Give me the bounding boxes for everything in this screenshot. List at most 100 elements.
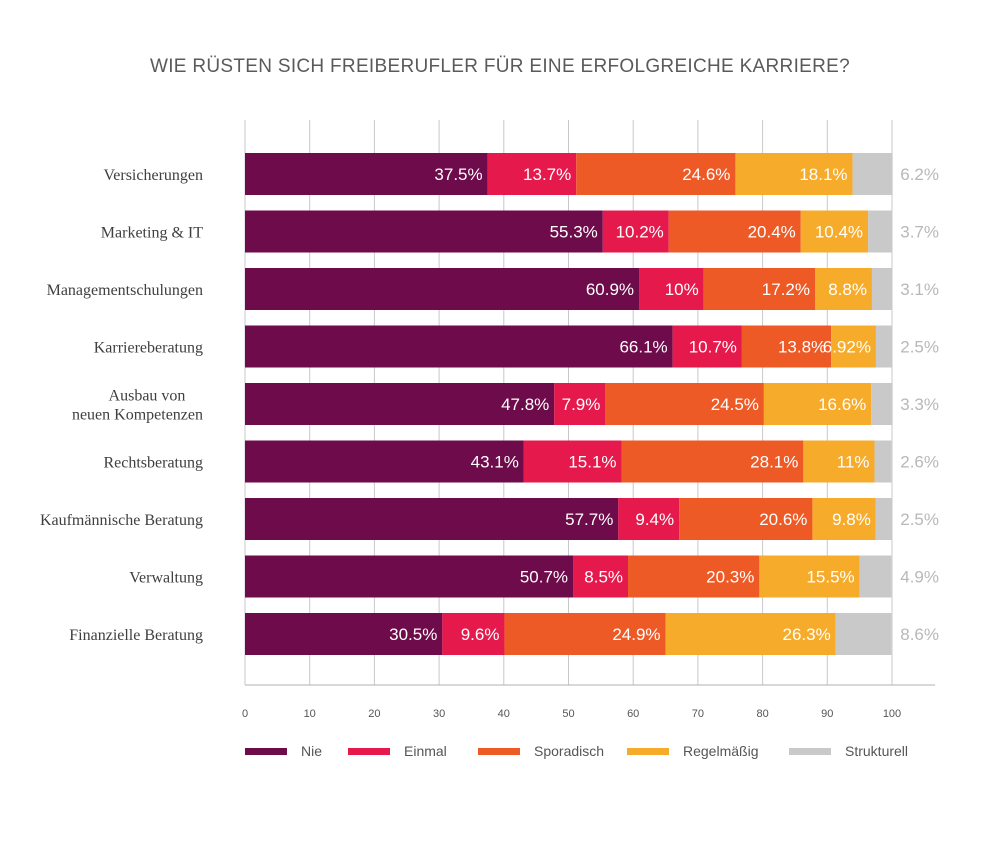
data-label: 9.8% bbox=[832, 510, 871, 529]
data-label: 3.3% bbox=[900, 395, 939, 414]
bar-segment bbox=[875, 498, 892, 540]
legend-label: Strukturell bbox=[845, 743, 908, 759]
data-label: 8.5% bbox=[584, 568, 623, 587]
bar-segment bbox=[703, 268, 816, 310]
x-tick-label: 40 bbox=[498, 708, 510, 720]
data-label: 66.1% bbox=[619, 338, 667, 357]
chart-title: WIE RÜSTEN SICH FREIBERUFLER FÜR EINE ER… bbox=[150, 56, 850, 77]
data-label: 13.8% bbox=[778, 338, 826, 357]
x-tick-label: 30 bbox=[433, 708, 445, 720]
legend-swatch bbox=[245, 748, 287, 755]
bar-segment bbox=[605, 383, 764, 425]
data-label: 3.1% bbox=[900, 280, 939, 299]
bar-segment bbox=[573, 555, 629, 598]
data-label: 43.1% bbox=[471, 453, 519, 472]
data-label: 10.7% bbox=[689, 338, 737, 357]
data-label: 10.4% bbox=[815, 223, 863, 242]
bar-segment bbox=[504, 613, 666, 655]
bar-segment bbox=[245, 498, 619, 540]
bar-segment bbox=[874, 440, 892, 483]
x-tick-label: 10 bbox=[304, 708, 316, 720]
data-label: 2.6% bbox=[900, 453, 939, 472]
data-label: 17.2% bbox=[762, 280, 810, 299]
data-label: 9.6% bbox=[461, 625, 500, 644]
bar-segment bbox=[871, 268, 892, 310]
data-label: 15.5% bbox=[806, 568, 854, 587]
bar-segment bbox=[665, 613, 836, 655]
bar-segment bbox=[852, 153, 893, 195]
bar-segment bbox=[554, 383, 606, 425]
category-label: Finanzielle Beratung bbox=[69, 627, 203, 644]
bar-segment bbox=[523, 440, 622, 483]
category-label: Ausbau von neuen Kompetenzen bbox=[72, 388, 203, 424]
data-labels: 37.5% 13.7% 24.6% 18.1% 6.2% 55.3% 10.2% 20.4% 1… bbox=[389, 165, 939, 644]
legend: Nie Einmal Sporadisch Regelmäßig Strukturell bbox=[245, 743, 908, 759]
bar-segment bbox=[245, 153, 488, 195]
data-label: 57.7% bbox=[565, 510, 613, 529]
data-label: 60.9% bbox=[586, 280, 634, 299]
bar-segment bbox=[245, 440, 524, 483]
x-tick-label: 100 bbox=[883, 708, 901, 720]
category-label: Marketing & IT bbox=[101, 225, 203, 242]
data-label: 2.5% bbox=[900, 510, 939, 529]
data-label: 24.5% bbox=[711, 395, 759, 414]
bar-segment bbox=[668, 210, 801, 253]
data-label: 28.1% bbox=[750, 453, 798, 472]
bar-segment bbox=[831, 325, 876, 368]
bar-segment bbox=[245, 210, 603, 253]
data-label: 4.9% bbox=[900, 568, 939, 587]
data-label: 24.9% bbox=[612, 625, 660, 644]
legend-swatch bbox=[627, 748, 669, 755]
legend-label: Sporadisch bbox=[534, 743, 604, 759]
bar-segment bbox=[679, 498, 813, 540]
x-tick-label: 60 bbox=[627, 708, 639, 720]
bar-segment bbox=[245, 555, 574, 598]
bar-segment bbox=[815, 268, 872, 310]
bar-segment bbox=[245, 383, 555, 425]
bar-segment bbox=[763, 383, 872, 425]
data-label: 26.3% bbox=[783, 625, 831, 644]
data-label: 7.9% bbox=[562, 395, 601, 414]
bar-segment bbox=[639, 268, 704, 310]
data-label: 20.4% bbox=[748, 223, 796, 242]
legend-label: Nie bbox=[301, 743, 322, 759]
x-tick-label: 90 bbox=[821, 708, 833, 720]
bar-segment bbox=[602, 210, 669, 253]
bar-segment bbox=[442, 613, 505, 655]
data-label: 6.92% bbox=[823, 338, 871, 357]
bar-segment bbox=[741, 325, 832, 368]
legend-label: Regelmäßig bbox=[683, 743, 758, 759]
data-label: 6.2% bbox=[900, 165, 939, 184]
bars bbox=[245, 153, 893, 655]
bar-segment bbox=[245, 325, 673, 368]
x-tick-label: 50 bbox=[562, 708, 574, 720]
bar-segment bbox=[835, 613, 892, 655]
x-tick-label: 70 bbox=[692, 708, 704, 720]
bar-segment bbox=[576, 153, 736, 195]
category-labels: Versicherungen Marketing & IT Managementsc… bbox=[40, 167, 203, 644]
bar-segment bbox=[487, 153, 577, 195]
data-label: 3.7% bbox=[900, 223, 939, 242]
bar-segment bbox=[621, 440, 804, 483]
data-label: 55.3% bbox=[550, 223, 598, 242]
data-label: 10.2% bbox=[616, 223, 664, 242]
bar-segment bbox=[618, 498, 680, 540]
data-label: 24.6% bbox=[682, 165, 730, 184]
category-label: Versicherungen bbox=[103, 167, 203, 184]
data-label: 2.5% bbox=[900, 338, 939, 357]
bar-segment bbox=[871, 383, 893, 425]
data-label: 37.5% bbox=[434, 165, 482, 184]
category-label: Rechtsberatung bbox=[103, 455, 203, 472]
bar-segment bbox=[245, 613, 443, 655]
data-label: 9.4% bbox=[635, 510, 674, 529]
data-label: 11% bbox=[837, 453, 870, 472]
data-label: 20.6% bbox=[759, 510, 807, 529]
data-label: 20.3% bbox=[706, 568, 754, 587]
legend-swatch bbox=[348, 748, 390, 755]
legend-label: Einmal bbox=[404, 743, 447, 759]
data-label: 30.5% bbox=[389, 625, 437, 644]
data-label: 50.7% bbox=[520, 568, 568, 587]
data-label: 10% bbox=[665, 280, 699, 299]
bar-segment bbox=[800, 210, 869, 253]
legend-swatch bbox=[478, 748, 520, 755]
